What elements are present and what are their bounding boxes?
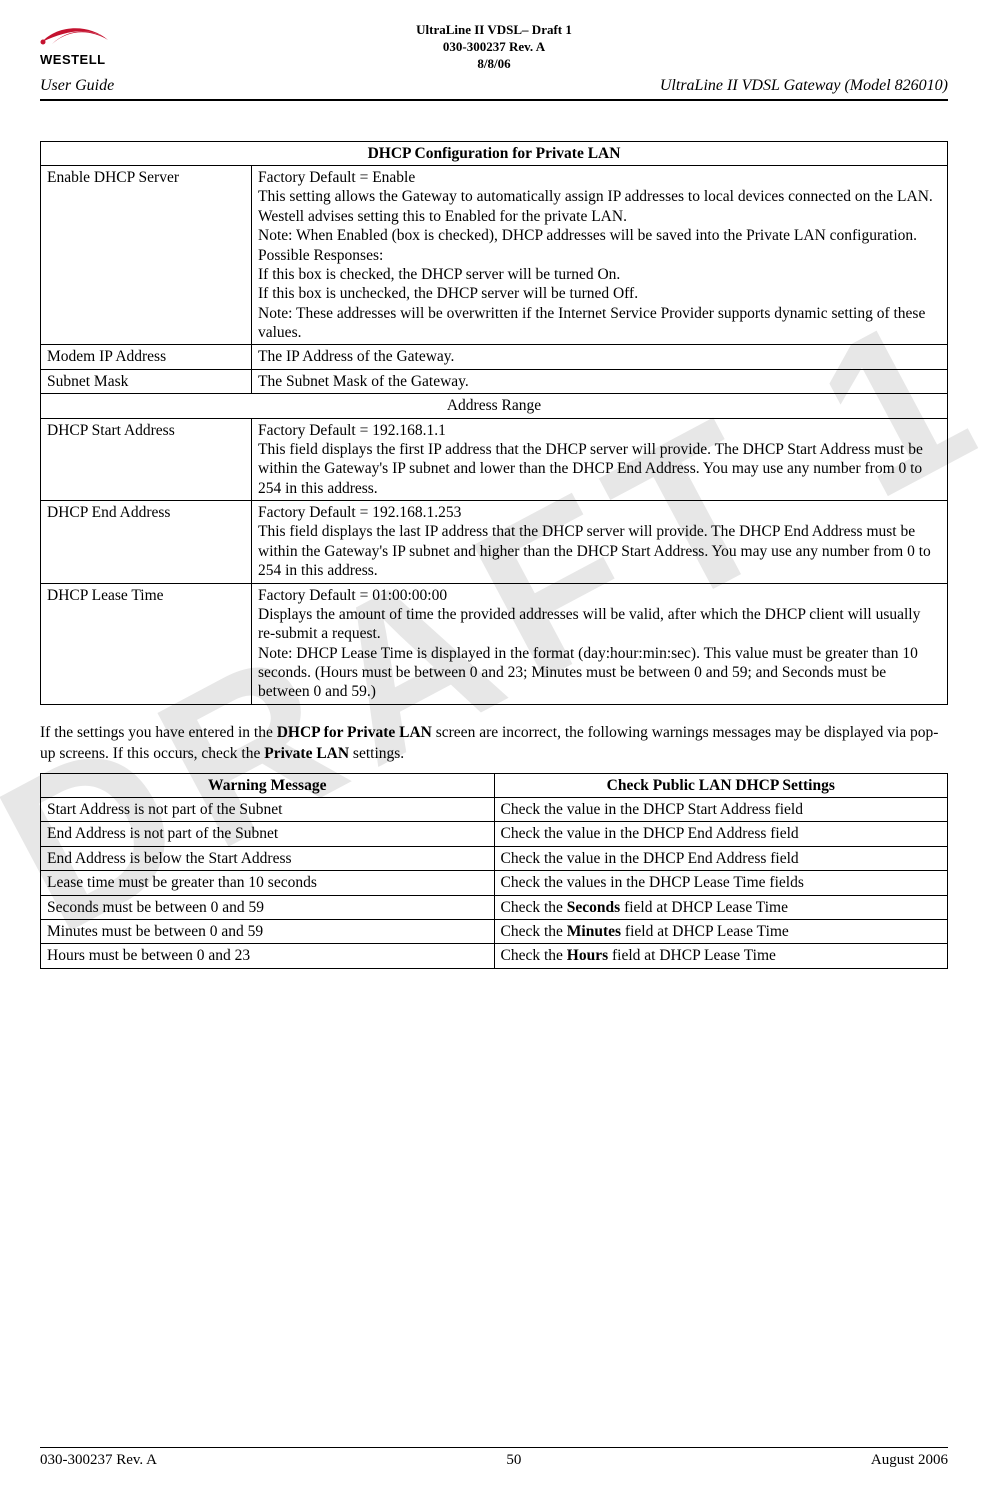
row-label: DHCP End Address bbox=[41, 501, 252, 584]
warning-head-right: Check Public LAN DHCP Settings bbox=[494, 773, 948, 797]
para-bold: DHCP for Private LAN bbox=[277, 724, 432, 741]
table-row: End Address is below the Start Address C… bbox=[41, 846, 948, 870]
cell-bold: Minutes bbox=[567, 923, 621, 940]
warning-action: Check the value in the DHCP End Address … bbox=[494, 822, 948, 846]
cell-text: Check the bbox=[501, 899, 567, 916]
cell-text: field at DHCP Lease Time bbox=[621, 923, 789, 940]
warning-action: Check the value in the DHCP Start Addres… bbox=[494, 798, 948, 822]
footer-left: 030-300237 Rev. A bbox=[40, 1452, 157, 1469]
body-line: Note: DHCP Lease Time is displayed in th… bbox=[258, 645, 918, 701]
row-body: Factory Default = 192.168.1.1 This field… bbox=[252, 418, 948, 501]
para-text: settings. bbox=[349, 745, 404, 762]
table-row: DHCP End Address Factory Default = 192.1… bbox=[41, 501, 948, 584]
table-row: Modem IP Address The IP Address of the G… bbox=[41, 345, 948, 369]
warning-msg: End Address is below the Start Address bbox=[41, 846, 495, 870]
doc-title-line: 8/8/06 bbox=[160, 56, 828, 73]
cell-text: Check the value in the DHCP End Address … bbox=[501, 825, 799, 842]
warning-action: Check the Seconds field at DHCP Lease Ti… bbox=[494, 895, 948, 919]
table-row: End Address is not part of the Subnet Ch… bbox=[41, 822, 948, 846]
body-line: Note: When Enabled (box is checked), DHC… bbox=[258, 227, 917, 244]
cell-text: field at DHCP Lease Time bbox=[608, 947, 776, 964]
page-header: WESTELL UltraLine II VDSL– Draft 1 030-3… bbox=[40, 20, 948, 101]
row-label: Subnet Mask bbox=[41, 369, 252, 393]
body-line: If this box is unchecked, the DHCP serve… bbox=[258, 285, 638, 302]
table-row: Minutes must be between 0 and 59 Check t… bbox=[41, 919, 948, 943]
row-label: Modem IP Address bbox=[41, 345, 252, 369]
footer-right: August 2006 bbox=[871, 1452, 948, 1469]
body-line: Displays the amount of time the provided… bbox=[258, 606, 920, 642]
row-body: Factory Default = 192.168.1.253 This fie… bbox=[252, 501, 948, 584]
body-line: Note: These addresses will be overwritte… bbox=[258, 305, 925, 341]
cell-text: Check the bbox=[501, 923, 567, 940]
row-body: The Subnet Mask of the Gateway. bbox=[252, 369, 948, 393]
para-bold: Private LAN bbox=[264, 745, 349, 762]
table-row: DHCP Start Address Factory Default = 192… bbox=[41, 418, 948, 501]
dhcp-config-table: DHCP Configuration for Private LAN Enabl… bbox=[40, 141, 948, 705]
doc-title: UltraLine II VDSL– Draft 1 030-300237 Re… bbox=[160, 20, 828, 73]
body-line: Factory Default = 192.168.1.253 bbox=[258, 504, 461, 521]
cell-text: Check the value in the DHCP End Address … bbox=[501, 850, 799, 867]
table-row: Enable DHCP Server Factory Default = Ena… bbox=[41, 166, 948, 345]
section-label: Address Range bbox=[41, 394, 948, 418]
doc-title-line: 030-300237 Rev. A bbox=[160, 39, 828, 56]
warning-paragraph: If the settings you have entered in the … bbox=[40, 723, 948, 765]
body-line: Possible Responses: bbox=[258, 247, 383, 264]
row-body: Factory Default = 01:00:00:00 Displays t… bbox=[252, 583, 948, 704]
warning-action: Check the Hours field at DHCP Lease Time bbox=[494, 944, 948, 968]
row-label: Enable DHCP Server bbox=[41, 166, 252, 345]
body-line: If this box is checked, the DHCP server … bbox=[258, 266, 620, 283]
table-title: DHCP Configuration for Private LAN bbox=[41, 141, 948, 165]
warning-table: Warning Message Check Public LAN DHCP Se… bbox=[40, 773, 948, 969]
body-line: This field displays the last IP address … bbox=[258, 523, 931, 579]
body-line: This field displays the first IP address… bbox=[258, 441, 923, 497]
warning-action: Check the Minutes field at DHCP Lease Ti… bbox=[494, 919, 948, 943]
table-row: Lease time must be greater than 10 secon… bbox=[41, 871, 948, 895]
warning-msg: End Address is not part of the Subnet bbox=[41, 822, 495, 846]
model-label: UltraLine II VDSL Gateway (Model 826010) bbox=[660, 77, 948, 95]
table-row: Subnet Mask The Subnet Mask of the Gatew… bbox=[41, 369, 948, 393]
page-footer: 030-300237 Rev. A 50 August 2006 bbox=[40, 1447, 948, 1469]
row-label: DHCP Lease Time bbox=[41, 583, 252, 704]
warning-msg: Minutes must be between 0 and 59 bbox=[41, 919, 495, 943]
warning-action: Check the values in the DHCP Lease Time … bbox=[494, 871, 948, 895]
doc-title-line: UltraLine II VDSL– Draft 1 bbox=[160, 22, 828, 39]
westell-swoosh-icon bbox=[40, 22, 110, 46]
warning-head-left: Warning Message bbox=[41, 773, 495, 797]
user-guide-label: User Guide bbox=[40, 77, 114, 95]
body-line: This setting allows the Gateway to autom… bbox=[258, 188, 933, 224]
table-row: Seconds must be between 0 and 59 Check t… bbox=[41, 895, 948, 919]
row-body: Factory Default = Enable This setting al… bbox=[252, 166, 948, 345]
warning-msg: Seconds must be between 0 and 59 bbox=[41, 895, 495, 919]
table-row: Start Address is not part of the Subnet … bbox=[41, 798, 948, 822]
row-body: The IP Address of the Gateway. bbox=[252, 345, 948, 369]
cell-text: Check the value in the DHCP Start Addres… bbox=[501, 801, 804, 818]
para-text: If the settings you have entered in the bbox=[40, 724, 277, 741]
warning-action: Check the value in the DHCP End Address … bbox=[494, 846, 948, 870]
warning-msg: Start Address is not part of the Subnet bbox=[41, 798, 495, 822]
table-row: Hours must be between 0 and 23 Check the… bbox=[41, 944, 948, 968]
row-label: DHCP Start Address bbox=[41, 418, 252, 501]
body-line: Factory Default = 192.168.1.1 bbox=[258, 422, 446, 439]
body-line: Factory Default = Enable bbox=[258, 169, 415, 186]
body-line: Factory Default = 01:00:00:00 bbox=[258, 587, 447, 604]
cell-text: Check the bbox=[501, 947, 567, 964]
table-row: DHCP Lease Time Factory Default = 01:00:… bbox=[41, 583, 948, 704]
footer-center: 50 bbox=[506, 1452, 521, 1469]
cell-bold: Seconds bbox=[567, 899, 620, 916]
cell-bold: Hours bbox=[567, 947, 608, 964]
logo-text: WESTELL bbox=[40, 52, 160, 67]
warning-msg: Hours must be between 0 and 23 bbox=[41, 944, 495, 968]
warning-msg: Lease time must be greater than 10 secon… bbox=[41, 871, 495, 895]
cell-text: field at DHCP Lease Time bbox=[620, 899, 788, 916]
cell-text: Check the values in the DHCP Lease Time … bbox=[501, 874, 804, 891]
logo: WESTELL bbox=[40, 20, 160, 67]
